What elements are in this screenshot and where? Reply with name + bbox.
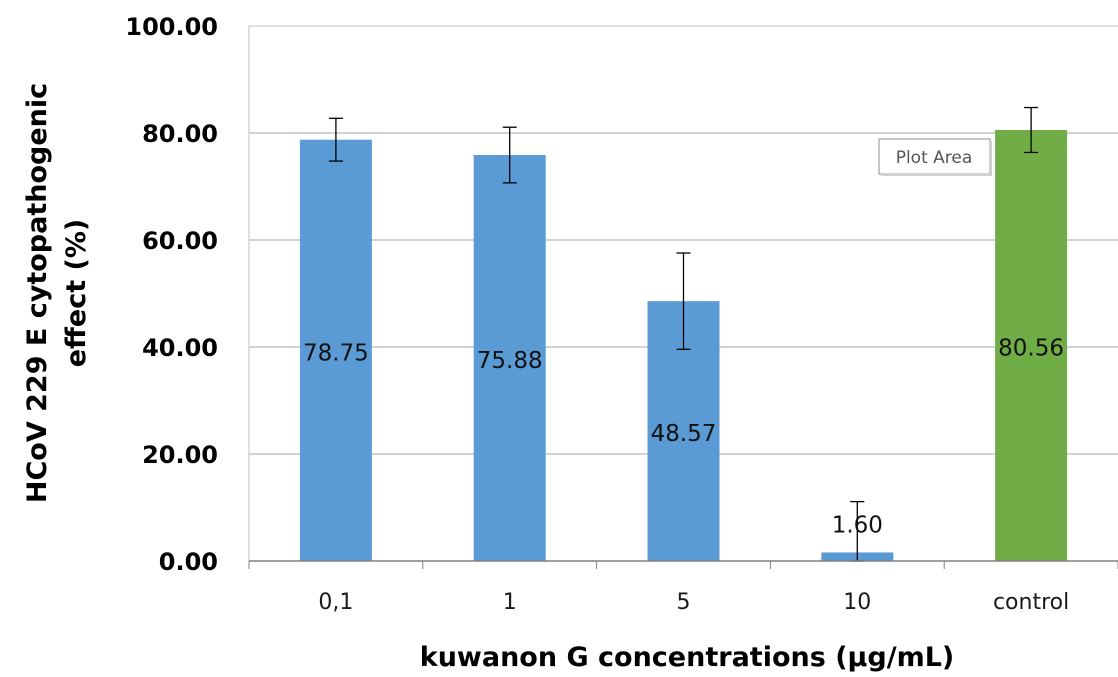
data-labels: 78.75 75.88 48.57 1.60 80.56 bbox=[303, 336, 1064, 539]
bar bbox=[299, 139, 372, 561]
category-labels: 0,1 1 5 10 control bbox=[318, 590, 1069, 615]
data-label: 75.88 bbox=[477, 348, 543, 374]
y-tick-label: 60.00 bbox=[142, 227, 218, 255]
category-label: 5 bbox=[677, 590, 691, 615]
y-tick-label: 20.00 bbox=[142, 441, 218, 469]
y-tick-label: 100.00 bbox=[125, 13, 218, 41]
y-axis-label-line-1: HCoV 229 E cytopathogenic bbox=[22, 83, 53, 503]
y-tick-label: 80.00 bbox=[142, 120, 218, 148]
tooltip-text: Plot Area bbox=[896, 148, 973, 168]
data-label: 80.56 bbox=[998, 336, 1064, 362]
data-label: 1.60 bbox=[832, 512, 883, 538]
x-tick-marks bbox=[248, 561, 1118, 569]
category-label: 0,1 bbox=[318, 590, 353, 615]
category-label: 10 bbox=[843, 590, 871, 615]
bars bbox=[299, 130, 1068, 562]
category-label: 1 bbox=[503, 590, 517, 615]
x-axis-label: kuwanon G concentrations (µg/mL) bbox=[420, 642, 955, 673]
y-tick-label: 40.00 bbox=[142, 334, 218, 362]
bar bbox=[473, 155, 546, 562]
bar bbox=[995, 130, 1068, 561]
data-label: 48.57 bbox=[651, 421, 717, 447]
y-tick-label: 0.00 bbox=[159, 548, 218, 576]
category-label: control bbox=[993, 590, 1069, 615]
y-tick-labels: 0.00 20.00 40.00 60.00 80.00 100.00 bbox=[125, 13, 218, 576]
y-axis-label-line-2: effect (%) bbox=[61, 219, 92, 368]
data-label: 78.75 bbox=[303, 340, 369, 366]
plot-area-tooltip: Plot Area bbox=[878, 138, 992, 176]
